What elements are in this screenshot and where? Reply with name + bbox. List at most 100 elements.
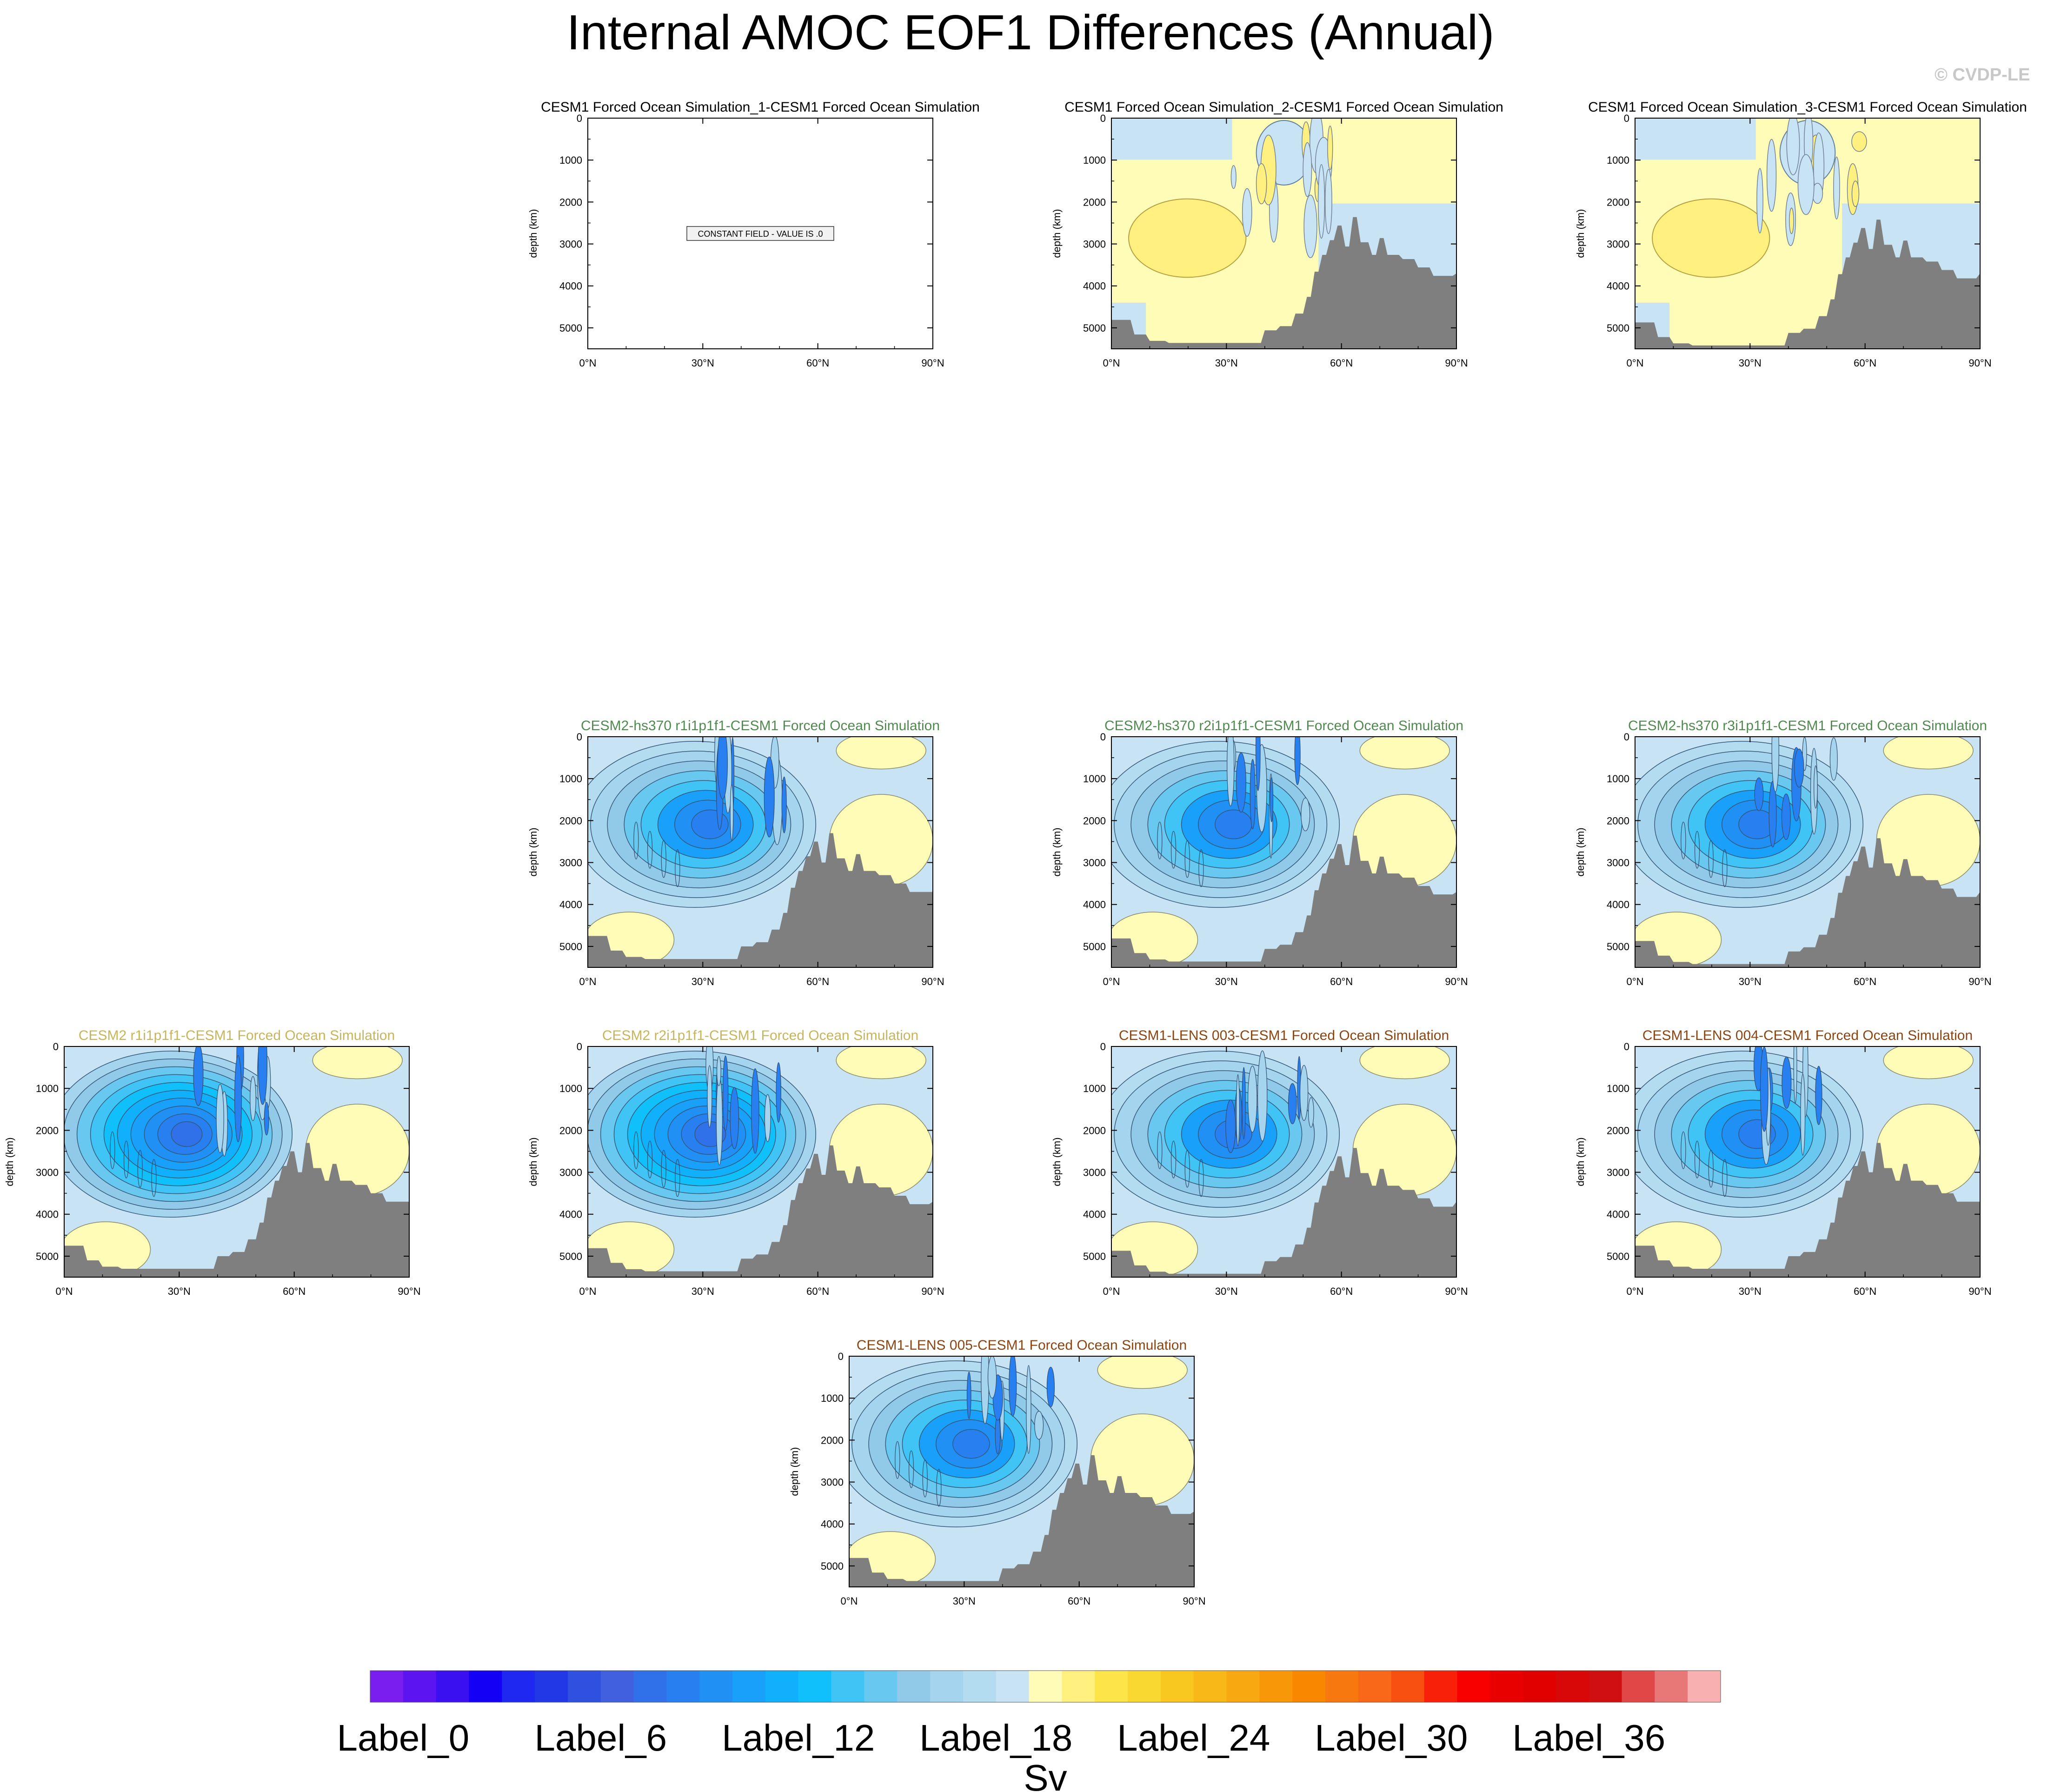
y-tick-label: 2000 — [559, 196, 582, 208]
y-tick-label: 2000 — [1607, 815, 1629, 826]
panel-title: CESM2-hs370 r2i1p1f1-CESM1 Forced Ocean … — [1104, 718, 1463, 733]
colorbar-swatch — [436, 1671, 469, 1702]
x-tick-label: 30°N — [1739, 976, 1762, 987]
y-tick-label: 3000 — [1083, 1167, 1106, 1179]
y-tick-label: 3000 — [559, 1167, 582, 1179]
constant-field-note: CONSTANT FIELD - VALUE IS .0 — [698, 229, 823, 239]
x-tick-label: 30°N — [691, 1286, 714, 1297]
x-tick-label: 0°N — [1627, 357, 1644, 369]
x-tick-label: 30°N — [953, 1595, 976, 1607]
colorbar-label: Label_0 — [337, 1717, 469, 1759]
x-tick-label: 30°N — [691, 357, 714, 369]
x-tick-label: 0°N — [841, 1595, 858, 1607]
x-tick-label: 90°N — [1183, 1595, 1205, 1607]
x-tick-label: 60°N — [1330, 357, 1353, 369]
y-tick-label: 3000 — [1607, 239, 1629, 250]
y-tick-label: 3000 — [36, 1167, 59, 1179]
y-tick-label: 5000 — [559, 322, 582, 334]
colorbar-label: Label_18 — [919, 1717, 1072, 1759]
colorbar-units: Sv — [1024, 1757, 1067, 1792]
x-tick-label: 90°N — [398, 1286, 420, 1297]
y-tick-label: 1000 — [1083, 773, 1106, 785]
y-tick-label: 1000 — [559, 154, 582, 166]
y-tick-label: 1000 — [559, 1083, 582, 1094]
x-tick-label: 90°N — [1968, 1286, 1991, 1297]
colorbar-swatch — [1688, 1671, 1721, 1702]
y-tick-label: 1000 — [1083, 154, 1106, 166]
y-tick-label: 0 — [1624, 1041, 1629, 1053]
y-tick-label: 1000 — [1607, 154, 1629, 166]
y-tick-label: 0 — [577, 1041, 582, 1053]
x-tick-label: 0°N — [1103, 1286, 1120, 1297]
panel-p7: CESM2 r1i1p1f1-CESM1 Forced Ocean Simula… — [4, 1028, 421, 1297]
x-tick-label: 60°N — [806, 976, 829, 987]
colorbar-swatch — [1325, 1671, 1359, 1702]
x-tick-label: 60°N — [806, 357, 829, 369]
y-tick-label: 0 — [577, 113, 582, 124]
colorbar-swatch — [930, 1671, 964, 1702]
colorbar-swatch — [1029, 1671, 1062, 1702]
x-tick-label: 0°N — [56, 1286, 73, 1297]
x-tick-label: 0°N — [579, 357, 597, 369]
colorbar-swatch — [864, 1671, 898, 1702]
panel-title: CESM2 r1i1p1f1-CESM1 Forced Ocean Simula… — [79, 1028, 395, 1043]
colorbar-swatch — [502, 1671, 535, 1702]
x-tick-label: 30°N — [1215, 357, 1238, 369]
y-tick-label: 0 — [1624, 113, 1629, 124]
y-tick-label: 0 — [838, 1351, 844, 1362]
y-tick-label: 2000 — [1083, 815, 1106, 826]
panel-title: CESM1 Forced Ocean Simulation_2-CESM1 Fo… — [1064, 100, 1503, 115]
x-tick-label: 90°N — [921, 357, 944, 369]
x-tick-label: 0°N — [1627, 1286, 1644, 1297]
x-tick-label: 90°N — [921, 976, 944, 987]
colorbar-swatch — [666, 1671, 700, 1702]
colorbar-label: Label_36 — [1512, 1717, 1665, 1759]
colorbar-label: Label_24 — [1117, 1717, 1270, 1759]
y-tick-label: 1000 — [1083, 1083, 1106, 1094]
y-tick-label: 5000 — [821, 1560, 844, 1572]
colorbar-swatch — [600, 1671, 634, 1702]
colorbar-swatch — [897, 1671, 931, 1702]
y-tick-label: 5000 — [1083, 941, 1106, 953]
x-tick-label: 60°N — [1854, 357, 1876, 369]
colorbar-swatch — [633, 1671, 667, 1702]
colorbar-swatch — [1062, 1671, 1095, 1702]
x-tick-label: 90°N — [1445, 357, 1468, 369]
panel-p5: CESM2-hs370 r2i1p1f1-CESM1 Forced Ocean … — [1051, 718, 1468, 987]
y-tick-label: 0 — [1100, 1041, 1106, 1053]
colorbar-swatch — [1457, 1671, 1490, 1702]
y-tick-label: 1000 — [821, 1392, 844, 1404]
y-tick-label: 0 — [577, 731, 582, 743]
x-tick-label: 0°N — [579, 976, 597, 987]
colorbar-swatch — [765, 1671, 799, 1702]
panel-title: CESM2 r2i1p1f1-CESM1 Forced Ocean Simula… — [602, 1028, 918, 1043]
x-tick-label: 60°N — [806, 1286, 829, 1297]
colorbar-swatch — [1095, 1671, 1128, 1702]
panel-p1: CESM1 Forced Ocean Simulation_1-CESM1 Fo… — [527, 100, 980, 369]
panel-frame — [1635, 1046, 1981, 1278]
panel-title: CESM2-hs370 r3i1p1f1-CESM1 Forced Ocean … — [1628, 718, 1987, 733]
y-axis-label: depth (km) — [1575, 827, 1586, 876]
panel-title: CESM1-LENS 004-CESM1 Forced Ocean Simula… — [1642, 1028, 1973, 1043]
panel-p3: CESM1 Forced Ocean Simulation_3-CESM1 Fo… — [1575, 100, 2027, 369]
x-tick-label: 90°N — [1445, 1286, 1468, 1297]
y-tick-label: 3000 — [1607, 1167, 1629, 1179]
x-tick-label: 30°N — [1215, 1286, 1238, 1297]
y-tick-label: 1000 — [1607, 1083, 1629, 1094]
y-tick-label: 1000 — [1607, 773, 1629, 785]
colorbar-swatch — [996, 1671, 1030, 1702]
colorbar-label: Label_12 — [722, 1717, 875, 1759]
colorbar-swatch — [1523, 1671, 1556, 1702]
colorbar-swatch — [403, 1671, 437, 1702]
panel-frame — [1111, 118, 1457, 349]
main-title: Internal AMOC EOF1 Differences (Annual) — [566, 5, 1495, 60]
x-tick-label: 0°N — [1103, 976, 1120, 987]
colorbar-swatch — [535, 1671, 568, 1702]
y-tick-label: 0 — [1100, 113, 1106, 124]
y-tick-label: 0 — [1100, 731, 1106, 743]
colorbar-swatch — [1589, 1671, 1622, 1702]
colorbar-swatch — [1128, 1671, 1161, 1702]
y-tick-label: 2000 — [1083, 196, 1106, 208]
colorbar-swatch — [567, 1671, 601, 1702]
